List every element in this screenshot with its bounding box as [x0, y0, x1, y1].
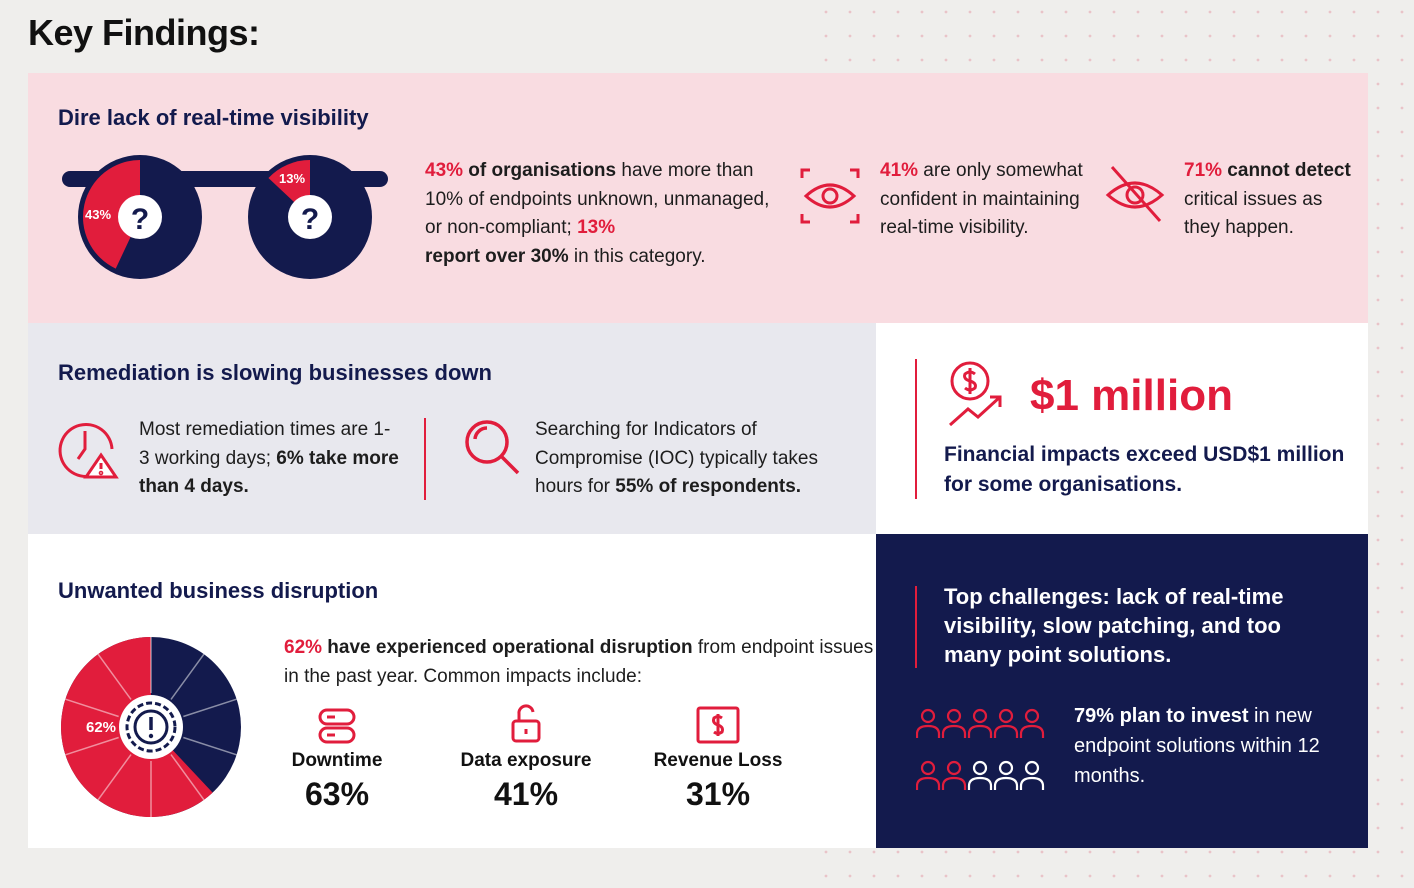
- financial-text: Financial impacts exceed USD$1 million f…: [944, 443, 1345, 496]
- challenges-divider: [915, 586, 917, 668]
- person-icon-filled: [1019, 708, 1045, 738]
- lens-right-question: ?: [301, 203, 319, 236]
- disruption-section: Unwanted business disruption 62% 62% hav…: [28, 534, 876, 848]
- lens-left-question: ?: [131, 203, 149, 236]
- disruption-lead-text: 62% have experienced operational disrupt…: [284, 637, 874, 687]
- banknote-icon: [696, 706, 740, 744]
- unlock-icon: [511, 704, 541, 743]
- impact-value-data-exposure: 41%: [493, 776, 559, 812]
- remediation-heading: Remediation is slowing businesses down: [58, 360, 492, 385]
- financial-divider: [915, 359, 917, 499]
- person-icon-empty: [1019, 760, 1045, 790]
- magnifier-icon: [465, 420, 520, 475]
- lens-left-pct: 43%: [85, 207, 111, 222]
- challenges-invest-text: 79% plan to invest in new endpoint solut…: [1074, 705, 1320, 787]
- person-icon-empty: [993, 760, 1019, 790]
- financial-section: $1 million Financial impacts exceed USD$…: [876, 323, 1368, 534]
- disruption-pie-chart: 62%: [61, 637, 241, 817]
- server-icon: [318, 708, 356, 744]
- visibility-stat-detect: 71% cannot detect critical issues as the…: [1184, 160, 1351, 238]
- person-icon-filled: [941, 708, 967, 738]
- visibility-stat-confidence: 41% are only somewhat confident in maint…: [880, 160, 1083, 238]
- disruption-heading: Unwanted business disruption: [58, 578, 379, 603]
- remediation-divider: [424, 418, 426, 500]
- clock-warning-icon: [58, 423, 119, 479]
- remediation-section: Remediation is slowing businesses down M…: [28, 323, 876, 534]
- person-icon-filled: [916, 708, 941, 738]
- person-icon-filled: [993, 708, 1019, 738]
- visibility-heading: Dire lack of real-time visibility: [58, 105, 369, 130]
- eye-icon: [800, 168, 860, 224]
- visibility-section: Dire lack of real-time visibility ? ? 43…: [28, 73, 1368, 323]
- person-icon-empty: [967, 760, 993, 790]
- people-icon-grid: [916, 708, 1045, 790]
- impact-label-revenue-loss: Revenue Loss: [653, 750, 783, 771]
- eye-slash-icon: [1105, 166, 1165, 222]
- financial-big-figure: $1 million: [1030, 371, 1233, 420]
- lens-right-pct: 13%: [279, 171, 305, 186]
- remediation-ioc-text: Searching for Indicators of Compromise (…: [535, 419, 818, 497]
- page-title: Key Findings:: [28, 12, 260, 53]
- person-icon-filled: [916, 760, 941, 790]
- impact-label-downtime: Downtime: [291, 750, 383, 771]
- dollar-growth-icon: [949, 361, 1002, 427]
- challenges-section: Top challenges: lack of real-time visibi…: [876, 534, 1368, 848]
- challenges-heading: Top challenges: lack of real-time visibi…: [944, 584, 1284, 667]
- pie-label: 62%: [86, 719, 116, 736]
- remediation-times-text: Most remediation times are 1-3 working d…: [139, 419, 399, 497]
- impact-value-revenue-loss: 31%: [685, 776, 751, 812]
- glasses-icon: ? ? 43% 13%: [62, 155, 388, 279]
- person-icon-filled: [967, 708, 993, 738]
- person-icon-filled: [941, 760, 967, 790]
- visibility-stat-organisations: 43% of organisations have more than 10% …: [425, 160, 770, 267]
- impact-value-downtime: 63%: [304, 776, 370, 812]
- impact-label-data-exposure: Data exposure: [460, 750, 592, 771]
